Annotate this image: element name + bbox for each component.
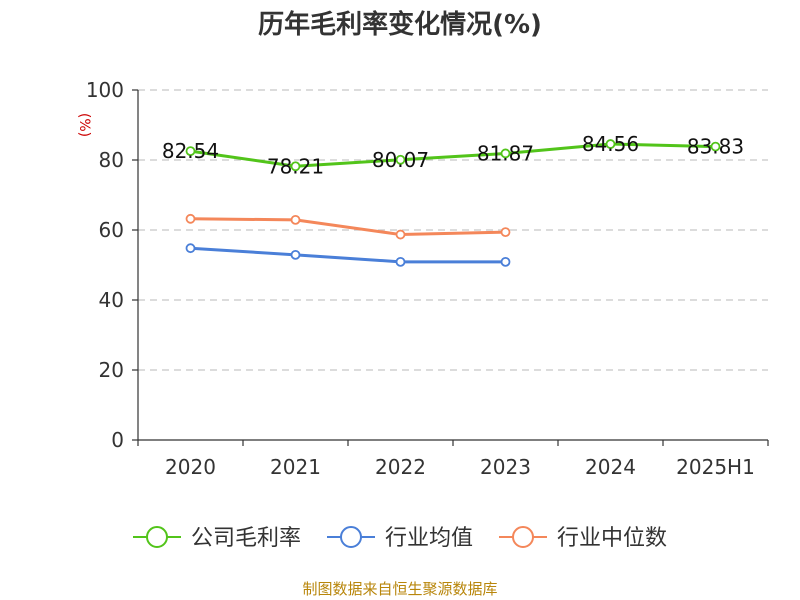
legend-label: 行业均值 [385,526,473,551]
gridlines [138,89,768,371]
legend-marker-icon [340,526,362,548]
x-tick-label: 2020 [165,455,216,479]
x-tick-label: 2024 [585,455,636,479]
axes: 0 20 40 60 80 100 2020 2021 2022 2023 2024 2025H1 [86,78,769,479]
data-label: 81.87 [477,141,534,165]
legend[interactable]: 公司毛利率 行业均值 行业中位数 [133,526,667,551]
x-tick-label: 2022 [375,455,426,479]
data-label: 82.54 [162,139,219,163]
x-tick-label: 2023 [480,455,531,479]
source-note: 制图数据来自恒生聚源数据库 [302,580,497,598]
data-point [395,229,406,240]
y-tick-label: 20 [99,358,124,382]
data-point [500,227,511,238]
data-point [290,249,301,260]
data-labels: 82.54 78.21 80.07 81.87 84.56 83.83 [162,132,744,178]
y-tick-label: 80 [99,148,124,172]
x-tick-label: 2025H1 [676,455,755,479]
legend-marker-icon [146,526,168,548]
data-label: 83.83 [687,135,744,159]
series-line [190,246,506,264]
data-label: 78.21 [267,154,324,178]
data-point [290,161,301,172]
y-tick-label: 40 [99,288,124,312]
data-label: 84.56 [582,132,639,156]
legend-label: 公司毛利率 [191,526,301,551]
data-point [290,214,301,225]
data-point [185,213,196,224]
data-label: 80.07 [372,148,429,172]
legend-item[interactable]: 行业均值 [327,526,473,551]
legend-label: 行业中位数 [557,526,667,551]
data-point [710,141,721,152]
y-tick-label: 60 [99,218,124,242]
data-point [185,146,196,157]
x-tick-label: 2021 [270,455,321,479]
data-point [395,256,406,267]
series-line [190,217,506,237]
chart-title: 历年毛利率变化情况(%) [258,9,542,40]
data-point [500,148,511,159]
y-tick-label: 100 [86,78,124,102]
data-point [185,243,196,254]
data-point [500,256,511,267]
y-tick-label: 0 [111,428,124,452]
legend-item[interactable]: 公司毛利率 [133,526,301,551]
legend-marker-icon [512,526,534,548]
legend-item[interactable]: 行业中位数 [499,526,667,551]
series-lines [185,139,721,267]
data-point [605,139,616,149]
data-point [395,154,406,165]
y-axis-unit-label: (%) [76,113,92,137]
series-line [190,142,716,168]
